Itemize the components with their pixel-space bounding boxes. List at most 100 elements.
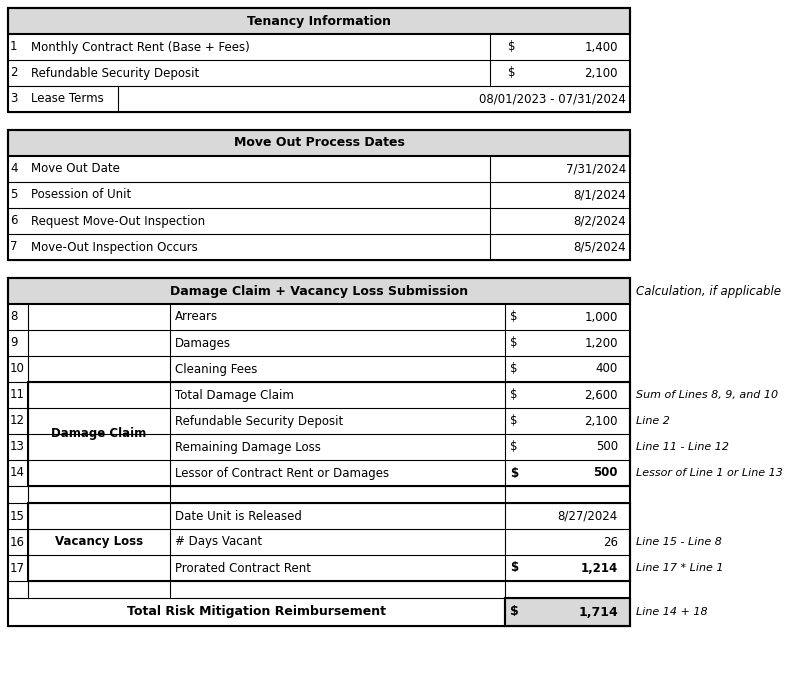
Text: # Days Vacant: # Days Vacant [175,535,262,549]
Bar [8,60,630,86]
Text: Line 2: Line 2 [636,416,670,426]
Text: Move Out Process Dates: Move Out Process Dates [234,136,405,150]
Text: 2: 2 [10,66,18,80]
Text: 6: 6 [10,215,18,227]
Bar [8,208,630,234]
Text: Lessor of Line 1 or Line 13: Lessor of Line 1 or Line 13 [636,468,783,478]
Text: Vacancy Loss: Vacancy Loss [55,535,143,549]
Text: $: $ [510,415,518,428]
Bar [8,8,630,112]
Text: 13: 13 [10,440,25,454]
Bar [8,8,630,34]
Bar [505,598,630,626]
Bar [8,156,630,182]
Bar [8,234,630,260]
Text: 10: 10 [10,363,25,375]
Text: Damages: Damages [175,336,231,350]
Text: Line 15 - Line 8: Line 15 - Line 8 [636,537,722,547]
Bar [8,278,630,304]
Bar [28,503,630,581]
Text: Calculation, if applicable: Calculation, if applicable [636,284,781,298]
Text: 8/1/2024: 8/1/2024 [574,189,626,201]
Text: 1,200: 1,200 [585,336,618,350]
Text: Lessor of Contract Rent or Damages: Lessor of Contract Rent or Damages [175,466,389,480]
Text: Move Out Date: Move Out Date [31,162,120,175]
Bar [8,408,630,434]
Text: Lease Terms: Lease Terms [31,92,104,106]
Bar [8,130,630,156]
Text: Remaining Damage Loss: Remaining Damage Loss [175,440,321,454]
Text: Total Risk Mitigation Reimbursement: Total Risk Mitigation Reimbursement [127,605,386,619]
Text: 1,400: 1,400 [585,41,618,54]
Bar [8,581,630,598]
Text: Damage Claim + Vacancy Loss Submission: Damage Claim + Vacancy Loss Submission [170,284,468,298]
Text: Request Move-Out Inspection: Request Move-Out Inspection [31,215,205,227]
Text: 1: 1 [10,41,18,54]
Text: $: $ [510,561,518,575]
Text: 500: 500 [594,466,618,480]
Text: $: $ [510,440,518,454]
Bar [8,130,630,260]
Text: Line 17 * Line 1: Line 17 * Line 1 [636,563,723,573]
Bar [8,356,630,382]
Text: 14: 14 [10,466,25,480]
Text: Move-Out Inspection Occurs: Move-Out Inspection Occurs [31,240,198,254]
Text: 9: 9 [10,336,18,350]
Bar [8,182,630,208]
Text: $: $ [510,605,518,619]
Text: 2,600: 2,600 [585,389,618,401]
Bar [8,86,630,112]
Bar [8,304,630,330]
Text: 7/31/2024: 7/31/2024 [566,162,626,175]
Bar [8,598,505,626]
Bar [8,555,630,581]
Text: 1,714: 1,714 [578,605,618,619]
Text: $: $ [510,310,518,324]
Text: Line 11 - Line 12: Line 11 - Line 12 [636,442,729,452]
Text: 15: 15 [10,510,25,522]
Text: 17: 17 [10,561,25,575]
Text: 12: 12 [10,415,25,428]
Text: $: $ [510,363,518,375]
Bar [8,34,630,60]
Bar [8,529,630,555]
Text: 7: 7 [10,240,18,254]
Text: $: $ [510,389,518,401]
Bar [8,434,630,460]
Text: 8/2/2024: 8/2/2024 [574,215,626,227]
Text: $: $ [510,336,518,350]
Text: 1,214: 1,214 [581,561,618,575]
Text: 16: 16 [10,535,25,549]
Text: Tenancy Information: Tenancy Information [247,15,391,27]
Bar [8,460,630,486]
Text: 400: 400 [596,363,618,375]
Text: 8/5/2024: 8/5/2024 [574,240,626,254]
Text: Damage Claim: Damage Claim [51,428,146,440]
Bar [28,382,630,486]
Text: Monthly Contract Rent (Base + Fees): Monthly Contract Rent (Base + Fees) [31,41,250,54]
Text: 8: 8 [10,310,18,324]
Text: Date Unit is Released: Date Unit is Released [175,510,302,522]
Bar [8,278,630,626]
Text: $: $ [508,41,515,54]
Text: 26: 26 [603,535,618,549]
Text: Total Damage Claim: Total Damage Claim [175,389,294,401]
Text: Cleaning Fees: Cleaning Fees [175,363,258,375]
Text: 500: 500 [596,440,618,454]
Text: 2,100: 2,100 [585,66,618,80]
Bar [505,598,630,626]
Text: 11: 11 [10,389,25,401]
Text: Sum of Lines 8, 9, and 10: Sum of Lines 8, 9, and 10 [636,390,778,400]
Text: Refundable Security Deposit: Refundable Security Deposit [175,415,343,428]
Bar [8,503,630,529]
Text: 8/27/2024: 8/27/2024 [558,510,618,522]
Bar [8,382,630,408]
Text: $: $ [510,466,518,480]
Text: 2,100: 2,100 [585,415,618,428]
Bar [8,486,630,503]
Text: Posession of Unit: Posession of Unit [31,189,131,201]
Text: 4: 4 [10,162,18,175]
Text: 5: 5 [10,189,18,201]
Text: 1,000: 1,000 [585,310,618,324]
Text: Prorated Contract Rent: Prorated Contract Rent [175,561,311,575]
